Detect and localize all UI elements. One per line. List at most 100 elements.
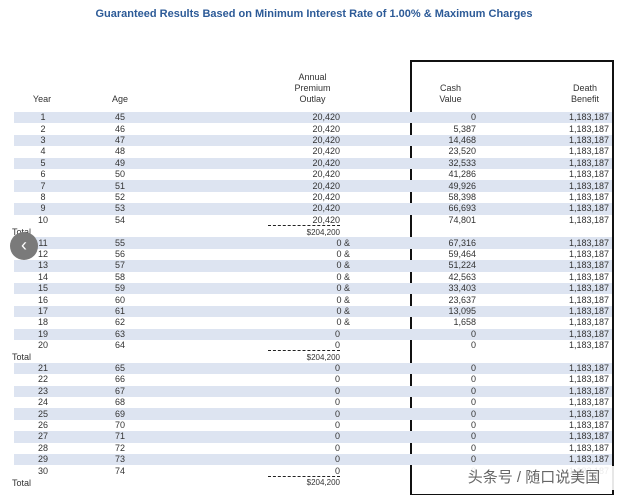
cell: 45: [114, 112, 125, 123]
cell: 23,520: [448, 146, 476, 157]
cell: 67: [114, 385, 125, 396]
cell: 42,563: [448, 271, 476, 282]
cell: 61: [114, 306, 125, 316]
cell: 1,183,187: [568, 249, 609, 259]
cell: 8: [40, 192, 46, 202]
row-stripe: [14, 305, 612, 318]
row-stripe: [14, 237, 612, 249]
cell: 64: [114, 340, 125, 351]
cell: 0: [470, 374, 476, 385]
total-value: $204,200: [306, 227, 340, 237]
cell: 19: [37, 328, 48, 339]
cell: 0: [334, 442, 340, 453]
cell: 53: [114, 203, 125, 214]
cell: 23,637: [448, 294, 476, 305]
cell: 1,183,187: [568, 146, 609, 157]
cell: 29: [37, 454, 48, 465]
row-stripe: [14, 431, 612, 443]
cell: 1,183,187: [568, 442, 609, 453]
total-label: Total: [12, 352, 32, 363]
cell: 0: [334, 431, 340, 442]
cell: 1,183,187: [568, 192, 609, 202]
cell: 63: [114, 328, 125, 339]
cell: 71: [114, 431, 125, 442]
cell: 0: [334, 454, 340, 465]
cell: 0: [334, 374, 340, 385]
cell: 70: [114, 420, 125, 430]
cell: 1,183,187: [568, 317, 609, 328]
cell: 51: [114, 180, 125, 191]
cell: 13: [37, 260, 48, 271]
cell: 46: [114, 123, 125, 134]
cell: 4: [40, 146, 46, 157]
row-stripe: [14, 180, 612, 192]
cell: 0: [470, 454, 476, 465]
column-header: Age: [111, 94, 128, 104]
cell: 67,316: [448, 237, 476, 248]
cell: 5: [40, 157, 46, 168]
cell: 1,183,187: [568, 408, 609, 419]
total-value: $204,200: [306, 352, 340, 362]
cell: 22: [37, 374, 48, 385]
cell: 1,183,187: [568, 374, 609, 385]
cell: 0 &: [336, 306, 350, 316]
row-stripe: [14, 283, 612, 295]
cell: 28: [37, 442, 48, 453]
cell: 1,183,187: [568, 328, 609, 339]
column-header: Year: [32, 94, 52, 104]
cell: 66: [114, 374, 125, 385]
column-header: Annual Premium Outlay: [294, 72, 331, 104]
cell: 13,095: [448, 306, 476, 316]
cell: 73: [114, 454, 125, 465]
cell: 58: [114, 271, 125, 282]
cell: 69: [114, 408, 125, 419]
cell: 1,183,187: [568, 385, 609, 396]
cell: 33,403: [448, 283, 476, 294]
cell: 0: [470, 420, 476, 430]
cell: 20,420: [312, 135, 340, 145]
cell: 18: [37, 317, 48, 328]
cell: 56: [114, 249, 125, 259]
cell: 0: [470, 385, 476, 396]
row-stripe: [14, 112, 612, 124]
cell: 49: [114, 157, 125, 168]
cell: 1,183,187: [568, 260, 609, 271]
cell: 20,420: [312, 214, 340, 225]
cell: 20,420: [312, 146, 340, 157]
row-stripe: [14, 328, 612, 340]
cell: 0: [470, 431, 476, 442]
cell: 0: [470, 442, 476, 453]
cell: 0: [334, 408, 340, 419]
cell: 0: [334, 465, 340, 476]
cell: 15: [37, 283, 48, 294]
cell: 1,183,187: [568, 112, 609, 123]
cell: 1,183,187: [568, 363, 609, 373]
cell: 0: [334, 397, 340, 408]
cell: 23: [37, 385, 48, 396]
cell: 0: [334, 420, 340, 430]
cell: 20: [37, 340, 48, 351]
cell: 54: [114, 214, 125, 225]
cell: 21: [37, 363, 48, 373]
cell: 59,464: [448, 249, 476, 259]
cell: 3: [40, 135, 46, 145]
cell: 0: [470, 340, 476, 351]
cell: 1,183,187: [568, 340, 609, 351]
total-rule: [268, 350, 340, 352]
cell: 9: [40, 203, 46, 214]
total-rule: [268, 475, 340, 477]
row-stripe: [14, 362, 612, 375]
cell: 58,398: [448, 192, 476, 202]
cell: 1,183,187: [568, 214, 609, 225]
cell: 1: [40, 112, 46, 123]
cell: 0: [334, 340, 340, 351]
cell: 1,183,187: [568, 123, 609, 134]
cell: 60: [114, 294, 125, 305]
cell: 14: [37, 271, 48, 282]
title: Guaranteed Results Based on Minimum Inte…: [95, 8, 533, 20]
column-header: Cash Value: [439, 83, 462, 104]
row-stripe: [14, 260, 612, 272]
cell: 1,183,187: [568, 397, 609, 408]
prev-arrow[interactable]: ‹: [10, 232, 38, 260]
cell: 30: [37, 465, 48, 476]
